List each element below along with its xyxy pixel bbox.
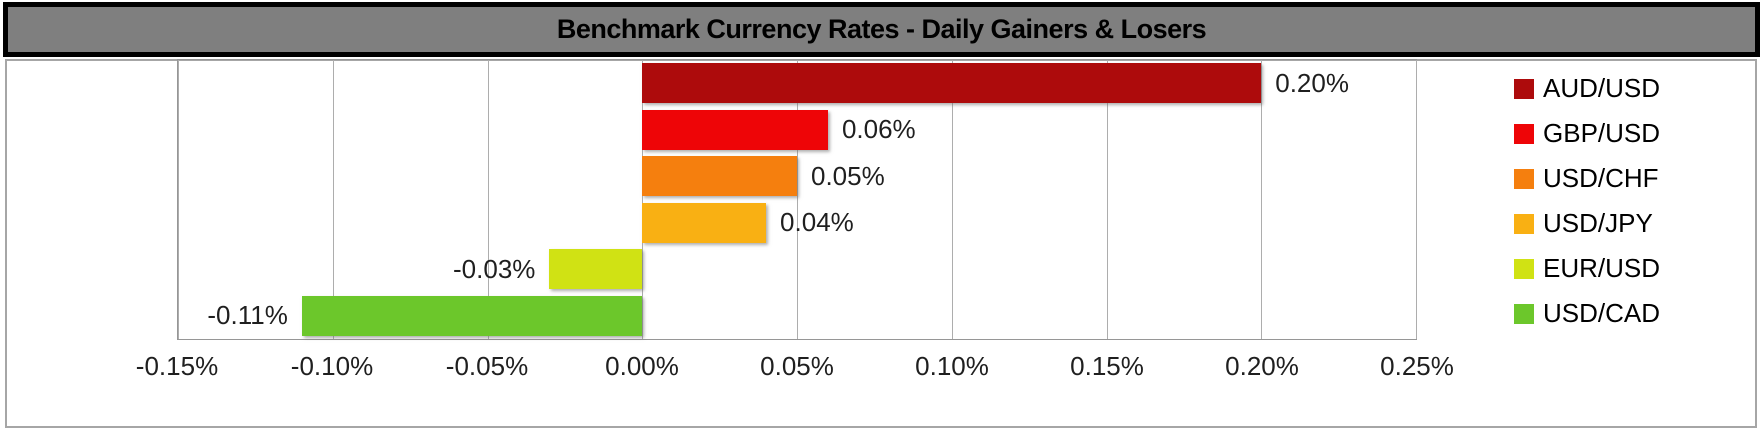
bar-row-gbp-usd: 0.06%	[178, 107, 1416, 154]
x-tick-label: 0.10%	[915, 351, 989, 381]
bar-value-label-aud-usd: 0.20%	[1275, 67, 1349, 98]
chart-title-bar: Benchmark Currency Rates - Daily Gainers…	[3, 2, 1760, 57]
bars-container: 0.20% 0.06% 0.05% 0.04% -0.03% -0.11%	[178, 60, 1416, 339]
gridline	[642, 60, 644, 339]
legend-label-usd-jpy: USD/JPY	[1543, 208, 1653, 238]
legend-label-gbp-usd: GBP/USD	[1543, 118, 1661, 148]
bar-usd-chf	[642, 156, 797, 197]
legend-label-eur-usd: EUR/USD	[1543, 253, 1661, 283]
x-tick-label: 0.20%	[1225, 351, 1299, 381]
bar-value-label-usd-chf: 0.05%	[811, 160, 885, 191]
gridline	[178, 60, 179, 339]
gridline	[332, 60, 334, 339]
bar-row-eur-usd: -0.03%	[178, 246, 1416, 293]
chart-frame	[5, 59, 1757, 428]
bar-usd-cad	[301, 295, 643, 336]
gridline	[1416, 60, 1417, 339]
plot-area: 0.20% 0.06% 0.05% 0.04% -0.03% -0.11%	[177, 59, 1417, 340]
bar-value-label-gbp-usd: 0.06%	[841, 114, 916, 145]
legend-swatch-aud-usd	[1514, 78, 1534, 99]
x-tick-label: 0.25%	[1380, 351, 1454, 381]
gridline	[487, 60, 489, 339]
bar-value-label-usd-jpy: 0.04%	[780, 207, 854, 238]
x-tick-label: -0.15%	[135, 351, 219, 381]
bar-value-label-usd-cad: -0.11%	[207, 300, 288, 331]
legend-item-gbp-usd: GBP/USD	[1514, 118, 1660, 149]
legend-label-usd-cad: USD/CAD	[1543, 298, 1661, 328]
gridline	[951, 60, 953, 339]
legend-item-aud-usd: AUD/USD	[1514, 73, 1660, 104]
x-tick-label: 0.05%	[760, 351, 834, 381]
gridline	[797, 60, 798, 339]
legend-swatch-usd-cad	[1514, 303, 1534, 324]
legend-label-usd-chf: USD/CHF	[1543, 163, 1659, 193]
x-axis: -0.15% -0.10% -0.05% 0.00% 0.05% 0.10% 0.15% 0.…	[136, 345, 1454, 389]
bar-value-label-eur-usd: -0.03%	[453, 253, 536, 284]
chart-title: Benchmark Currency Rates - Daily Gainers…	[556, 14, 1207, 44]
legend-item-usd-jpy: USD/JPY	[1514, 208, 1653, 239]
legend-item-eur-usd: EUR/USD	[1514, 253, 1660, 284]
bar-row-usd-cad: -0.11%	[178, 293, 1416, 340]
gridlines	[178, 60, 1417, 339]
gridline	[1261, 60, 1263, 339]
bar-row-usd-jpy: 0.04%	[178, 200, 1416, 247]
bar-row-aud-usd: 0.20%	[178, 60, 1416, 107]
x-tick-label: -0.10%	[290, 351, 374, 381]
legend-swatch-gbp-usd	[1514, 123, 1534, 144]
legend-swatch-eur-usd	[1514, 258, 1534, 279]
x-tick-label: 0.00%	[605, 351, 679, 381]
bar-row-usd-chf: 0.05%	[178, 153, 1416, 200]
bar-eur-usd	[549, 249, 643, 290]
x-tick-label: 0.15%	[1070, 351, 1144, 381]
gridline	[1106, 60, 1108, 339]
legend-label-aud-usd: AUD/USD	[1543, 73, 1661, 103]
legend-swatch-usd-chf	[1514, 168, 1534, 189]
legend-item-usd-chf: USD/CHF	[1514, 163, 1659, 194]
bar-gbp-usd	[642, 109, 828, 150]
legend-swatch-usd-jpy	[1514, 213, 1534, 234]
x-tick-label: -0.05%	[445, 351, 529, 381]
bar-usd-jpy	[642, 202, 767, 243]
legend: AUD/USD GBP/USD USD/CHF USD/JPY EUR/USD USD/C…	[1514, 66, 1660, 336]
bar-aud-usd	[642, 63, 1262, 104]
legend-item-usd-cad: USD/CAD	[1514, 298, 1660, 329]
